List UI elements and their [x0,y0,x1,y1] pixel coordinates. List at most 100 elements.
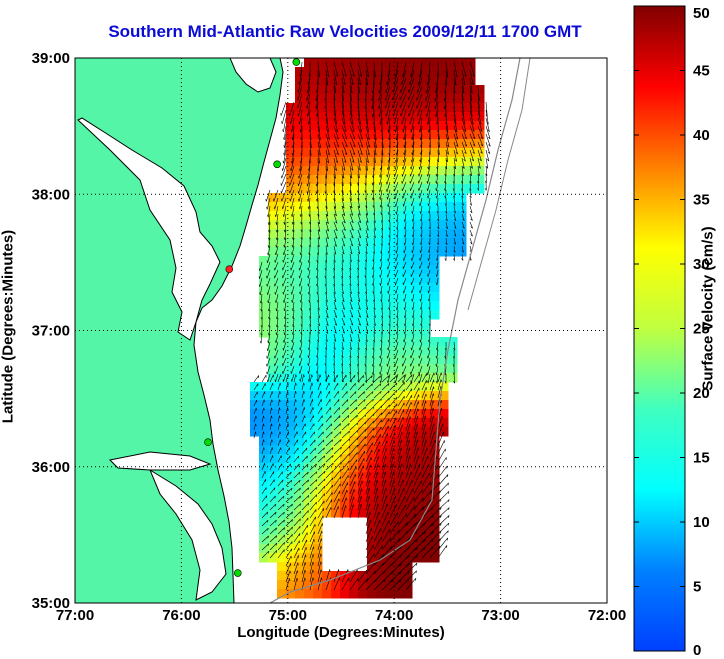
velocity-arrow [453,157,456,169]
velocity-arrow [292,213,295,225]
arrow-head [403,307,406,310]
velocity-cell [376,220,386,230]
velocity-arrow [275,333,279,343]
velocity-arrow [395,269,399,278]
velocity-arrow [357,117,363,132]
arrow-head [440,379,442,383]
arrow-head [341,355,344,358]
arrow-head [410,203,412,207]
velocity-arrow [349,317,354,326]
velocity-cell [322,103,332,113]
velocity-arrow [341,93,344,109]
arrow-head [435,181,437,184]
arrow-head [395,258,397,262]
velocity-cell [322,76,332,86]
arrow-head [374,153,377,156]
velocity-cell [367,508,377,518]
velocity-cell [412,301,422,311]
velocity-arrow [285,487,293,495]
velocity-arrow [381,375,390,383]
arrow-head [387,339,390,343]
arrow-head [373,228,376,231]
arrow-head [364,406,366,410]
velocity-cell [376,166,386,176]
velocity-cell [259,508,269,518]
velocity-arrow [349,261,352,271]
velocity-arrow [293,540,300,551]
velocity-cell [376,67,386,77]
velocity-arrow [461,69,466,86]
arrow-head [373,235,376,239]
arrow-head [298,283,301,287]
velocity-arrow [325,569,330,583]
arrow-head [366,220,369,223]
arrow-head [387,299,390,302]
velocity-arrow [290,357,295,366]
arrow-head [356,437,359,441]
arrow-head [340,446,342,450]
velocity-arrow [349,253,352,263]
velocity-arrow [276,221,279,233]
velocity-cell [286,517,296,527]
velocity-cell [448,220,458,230]
velocity-cell [322,94,332,104]
velocity-arrow [365,480,370,495]
velocity-arrow [379,181,383,193]
velocity-cell [286,220,296,230]
velocity-cell [367,58,377,68]
arrow-head [263,407,265,411]
arrow-head [315,363,318,366]
arrow-head [416,547,418,550]
arrow-head [372,259,374,262]
arrow-head [350,252,353,255]
velocity-cell [376,58,386,68]
arrow-head [295,399,297,402]
velocity-arrow [381,404,390,415]
velocity-arrow [469,69,474,85]
velocity-cell [304,103,314,113]
arrow-head [260,308,263,312]
velocity-arrow [333,69,338,85]
velocity-cell [403,157,413,167]
arrow-head [396,315,398,319]
velocity-cell [331,436,341,446]
velocity-cell [277,319,287,329]
arrow-head [315,90,318,94]
bathymetry-contour [269,58,521,603]
velocity-cell [412,463,422,473]
velocity-arrow [365,197,368,208]
velocity-arrow [259,277,263,287]
velocity-cell [421,373,431,383]
station-marker [233,569,242,577]
arrow-head [319,374,321,378]
arrow-head [307,168,310,172]
arrow-head [297,570,299,573]
arrow-head [407,578,409,582]
velocity-arrow [402,365,407,375]
velocity-cell [439,211,449,221]
arrow-head [470,218,473,221]
velocity-cell [340,499,350,509]
arrow-head [427,166,429,170]
velocity-arrow [333,309,338,318]
arrow-head [426,181,428,184]
arrow-head [287,407,289,410]
arrow-head [401,463,403,467]
velocity-cell [286,211,296,221]
arrow-head [447,482,449,486]
arrow-head [359,74,363,77]
velocity-cell [295,274,305,284]
velocity-cell [286,481,296,491]
arrow-head [446,152,449,155]
velocity-cell [394,382,404,392]
velocity-arrow [301,415,306,423]
velocity-cell [394,391,404,401]
velocity-arrow [316,189,319,202]
velocity-arrow [392,85,399,101]
velocity-arrow [293,547,300,559]
velocity-arrow [277,511,285,519]
arrow-head [267,214,269,218]
arrow-head [255,423,257,427]
velocity-arrow [325,415,332,423]
velocity-cell [340,472,350,482]
